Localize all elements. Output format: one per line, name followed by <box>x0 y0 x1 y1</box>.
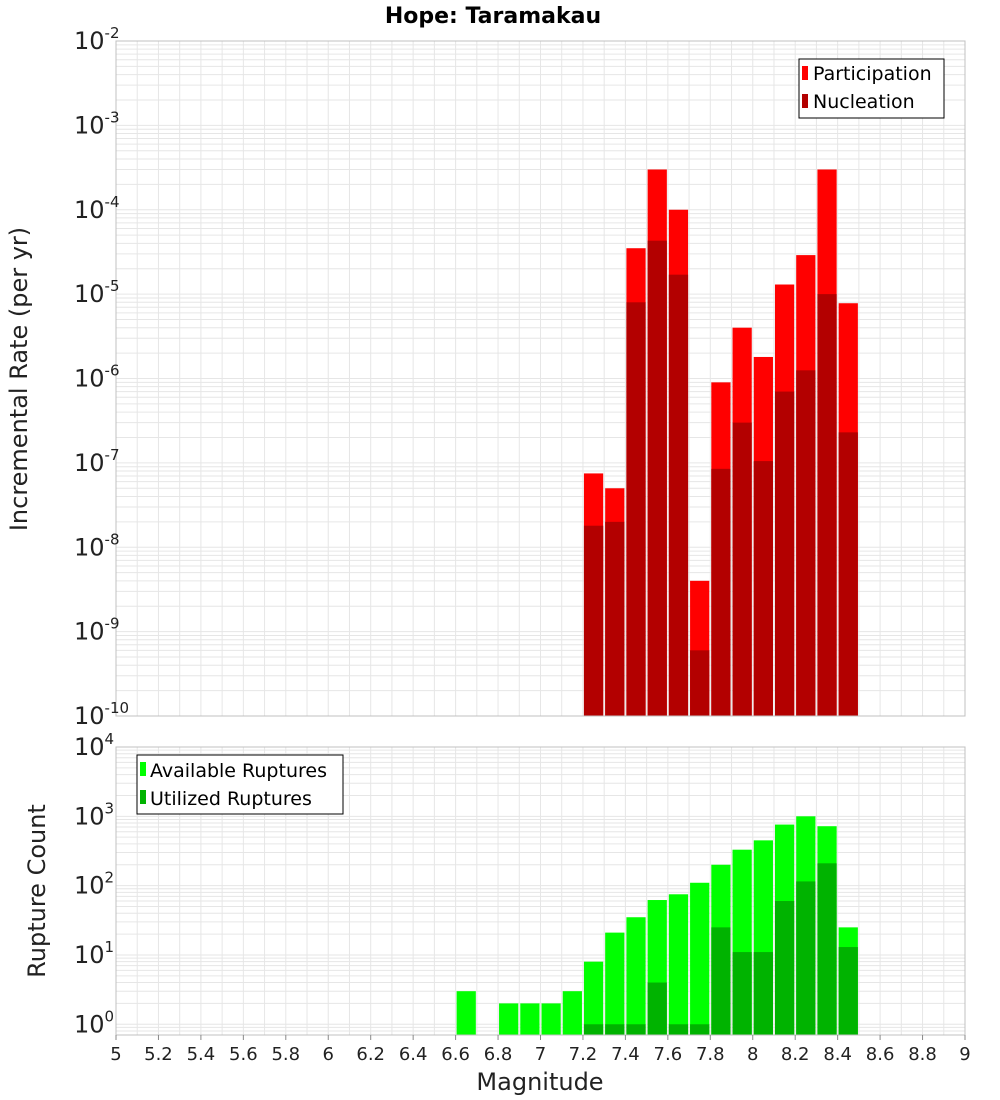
chart-title: Hope: Taramakau <box>385 4 601 29</box>
count-bar-utilized-8.45 <box>838 947 858 1035</box>
x-tick-label: 7.2 <box>569 1044 598 1065</box>
rate-bar-nucleation-7.35 <box>605 521 625 716</box>
count-panel: 100 101 102 103 104 5 5.2 5.4 5.6 5.8 6 6.2 6.4 6.6 6… <box>23 730 971 1096</box>
rate-bar-nucleation-7.85 <box>711 468 731 716</box>
x-tick-label: 5.8 <box>271 1044 300 1065</box>
count-bar-available-7.65 <box>668 894 689 1035</box>
legend-participation-swatch <box>802 66 808 80</box>
rate-bar-nucleation-8.25 <box>796 370 816 716</box>
x-tick-label: 6.8 <box>484 1044 513 1065</box>
rate-bar-nucleation-8.35 <box>817 294 837 716</box>
count-bars <box>456 816 858 1035</box>
count-bar-utilized-7.95 <box>732 952 752 1035</box>
x-tick-label: 5.2 <box>144 1044 173 1065</box>
legend-available-swatch <box>140 762 146 776</box>
count-y-tick-label: 101 <box>74 938 114 969</box>
x-tick-label: 5.6 <box>229 1044 258 1065</box>
count-bar-utilized-7.65 <box>668 1024 689 1035</box>
x-tick-label: 9 <box>959 1044 970 1065</box>
x-axis-label: Magnitude <box>476 1068 603 1096</box>
rate-bar-nucleation-7.75 <box>690 650 710 716</box>
rate-y-tick-label: 10-8 <box>74 530 120 561</box>
rate-y-axis-label: Incremental Rate (per yr) <box>5 227 33 531</box>
x-tick-label: 7.4 <box>611 1044 640 1065</box>
count-bar-utilized-7.75 <box>690 1024 710 1035</box>
x-tick-label: 7 <box>535 1044 546 1065</box>
count-bar-utilized-7.85 <box>711 927 731 1035</box>
rate-bar-nucleation-8.15 <box>774 391 795 716</box>
rate-y-tick-label: 10-3 <box>74 108 120 139</box>
count-y-tick-label: 103 <box>74 799 114 830</box>
x-tick-label: 8.8 <box>908 1044 937 1065</box>
rate-y-tick-label: 10-7 <box>74 446 120 477</box>
count-bar-utilized-7.35 <box>605 1024 625 1035</box>
count-bar-available-6.65 <box>456 991 476 1035</box>
rate-plot-frame <box>115 40 966 717</box>
rate-bar-nucleation-7.45 <box>626 302 646 716</box>
rate-bar-nucleation-7.65 <box>668 274 689 716</box>
count-bar-available-7.25 <box>583 961 604 1035</box>
x-tick-label: 8.6 <box>866 1044 895 1065</box>
x-tick-label: 8 <box>747 1044 758 1065</box>
legend-utilized-label: Utilized Ruptures <box>150 788 312 810</box>
count-bar-utilized-7.45 <box>626 1024 646 1035</box>
count-legend: Available Ruptures Utilized Ruptures <box>136 754 344 815</box>
legend-nucleation-swatch <box>802 94 808 108</box>
rate-legend: Participation Nucleation <box>798 58 945 119</box>
count-y-tick-label: 102 <box>74 869 114 900</box>
count-bar-utilized-7.55 <box>647 982 667 1035</box>
rate-y-tick-label: 10-10 <box>74 699 129 730</box>
rate-grid <box>116 41 965 716</box>
x-tick-label: 8.2 <box>781 1044 810 1065</box>
x-tick-label: 8.4 <box>823 1044 852 1065</box>
rate-bar-nucleation-8.45 <box>838 432 858 716</box>
count-bar-available-7.05 <box>541 1003 561 1035</box>
rate-bar-nucleation-7.95 <box>732 422 752 716</box>
count-bar-available-6.95 <box>520 1003 540 1035</box>
rate-bar-nucleation-7.55 <box>647 240 667 717</box>
rate-y-tick-label: 10-9 <box>74 615 120 646</box>
rate-legend-box <box>798 58 945 119</box>
count-bar-utilized-8.35 <box>817 863 837 1035</box>
count-bar-available-6.85 <box>499 1003 519 1035</box>
count-y-tick-label: 104 <box>74 730 114 761</box>
count-bar-utilized-8.25 <box>796 881 816 1035</box>
rate-y-tick-label: 10-5 <box>74 277 120 308</box>
x-tick-label: 7.8 <box>696 1044 725 1065</box>
x-tick-label: 7.6 <box>654 1044 683 1065</box>
rate-y-tick-label: 10-2 <box>74 24 120 55</box>
magnitude-x-ticks: 5 5.2 5.4 5.6 5.8 6 6.2 6.4 6.6 6.8 7 7.2 7.4 7.6 7.8 8… <box>110 1035 971 1065</box>
count-bar-utilized-8.15 <box>774 901 795 1035</box>
x-tick-label: 6.2 <box>356 1044 385 1065</box>
x-tick-label: 5 <box>110 1044 121 1065</box>
legend-nucleation-label: Nucleation <box>813 91 915 113</box>
count-y-tick-label: 100 <box>74 1007 114 1038</box>
rate-y-tick-label: 10-4 <box>74 193 120 224</box>
legend-available-label: Available Ruptures <box>150 760 327 782</box>
count-bar-utilized-8.05 <box>753 952 773 1035</box>
count-bar-available-7.35 <box>605 932 625 1035</box>
x-tick-label: 6 <box>323 1044 334 1065</box>
count-bar-available-7.45 <box>626 917 646 1035</box>
rate-panel: 10-10 10-9 10-8 10-7 10-6 10-5 10-4 10-3 10-2 In… <box>5 24 966 730</box>
rate-bars <box>583 169 858 717</box>
rate-bar-nucleation-8.05 <box>753 461 773 716</box>
legend-participation-label: Participation <box>813 63 932 85</box>
count-y-axis-label: Rupture Count <box>23 804 51 978</box>
rate-bar-nucleation-7.25 <box>583 525 604 716</box>
legend-utilized-swatch <box>140 790 146 804</box>
rate-y-tick-label: 10-6 <box>74 362 120 393</box>
x-tick-label: 6.6 <box>441 1044 470 1065</box>
rate-y-ticks: 10-10 10-9 10-8 10-7 10-6 10-5 10-4 10-3 10-2 <box>74 24 129 730</box>
count-bar-utilized-7.25 <box>583 1024 604 1035</box>
count-y-ticks: 100 101 102 103 104 <box>74 730 114 1038</box>
x-tick-label: 6.4 <box>399 1044 428 1065</box>
count-bar-available-7.75 <box>690 882 710 1035</box>
count-bar-available-7.15 <box>562 991 582 1035</box>
x-tick-label: 5.4 <box>187 1044 216 1065</box>
count-legend-box <box>136 754 344 815</box>
